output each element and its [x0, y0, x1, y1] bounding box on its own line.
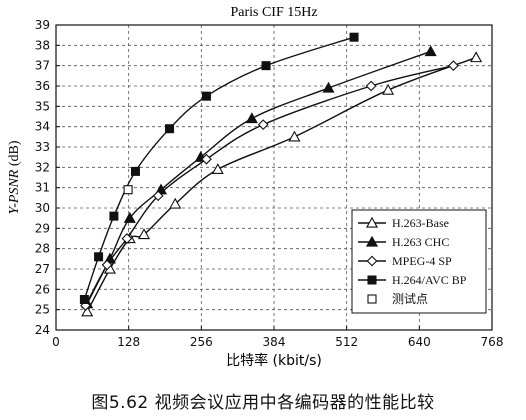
data-point	[165, 124, 175, 134]
legend: H.263-Base H.263 CHC MPEG-4 SP H.264/AVC BP…	[351, 209, 487, 314]
series-mpeg-4-sp	[80, 60, 459, 311]
y-tick-label: 35	[35, 99, 50, 113]
legend-marker	[366, 255, 378, 267]
data-point	[152, 190, 164, 202]
x-tick-label: 768	[481, 335, 504, 349]
x-tick-label: 0	[52, 335, 60, 349]
data-point	[470, 51, 483, 63]
data-point	[382, 83, 395, 95]
y-tick-label: 39	[35, 18, 50, 32]
data-point	[349, 32, 359, 42]
legend-label: H.263-Base	[392, 216, 449, 230]
chart: 0 128 256 384 512 640 768 24 25 26 27 28 29 30 31 32 33 3…	[7, 5, 504, 369]
y-tick-label: 24	[35, 323, 50, 337]
x-tick-label: 640	[408, 335, 431, 349]
data-point	[101, 259, 113, 271]
series-group	[79, 32, 483, 317]
data-point	[365, 80, 377, 92]
y-tick-label: 25	[35, 303, 50, 317]
data-point	[245, 112, 258, 124]
data-point	[109, 211, 119, 221]
data-point	[137, 228, 151, 240]
x-axis-label: 比特率 (kbit/s)	[226, 352, 322, 369]
legend-entry: MPEG-4 SP	[358, 254, 452, 268]
x-tick-label: 256	[190, 335, 213, 349]
data-point	[261, 61, 271, 71]
y-tick-label: 33	[35, 140, 50, 154]
data-point	[201, 91, 211, 101]
legend-label: 测试点	[392, 291, 428, 306]
data-point	[121, 233, 133, 244]
legend-marker	[367, 275, 377, 285]
series-h-263-base	[81, 51, 483, 317]
legend-label: H.264/AVC BP	[392, 273, 467, 287]
data-point	[448, 60, 459, 72]
y-tick-label: 29	[35, 221, 50, 235]
y-tick-label: 26	[35, 282, 50, 296]
y-tick-label: 36	[35, 79, 50, 93]
data-point	[79, 295, 89, 304]
y-axis-label-unit: (dB)	[7, 140, 22, 170]
legend-marker	[365, 235, 379, 247]
data-point	[80, 300, 91, 311]
data-point	[288, 130, 301, 142]
legend-label: H.263 CHC	[392, 235, 449, 249]
y-tick-label: 38	[35, 38, 50, 52]
data-point	[201, 153, 212, 165]
legend-entry: H.263-Base	[358, 216, 449, 230]
legend-label: MPEG-4 SP	[392, 254, 452, 268]
data-point	[81, 305, 94, 317]
data-point	[322, 81, 335, 93]
chart-title: Paris CIF 15Hz	[230, 5, 317, 20]
axis-ticks: 0 128 256 384 512 640 768 24 25 26 27 28 29 30 31 32 33 3…	[35, 18, 504, 349]
y-tick-label: 32	[35, 160, 50, 174]
series-test-points	[123, 185, 133, 195]
data-point	[130, 166, 140, 176]
y-axis-label-quantity: Y-PSNR	[7, 169, 22, 214]
y-axis-label: Y-PSNR (dB)	[7, 140, 22, 214]
x-tick-label: 512	[335, 335, 358, 349]
legend-marker	[365, 216, 379, 228]
data-point	[211, 163, 224, 175]
y-tick-label: 28	[35, 242, 50, 256]
legend-marker	[367, 294, 377, 304]
y-tick-label: 31	[35, 181, 50, 195]
y-tick-label: 27	[35, 262, 50, 276]
series-line	[86, 56, 477, 313]
legend-entry: 测试点	[367, 291, 428, 306]
grid	[56, 25, 492, 330]
data-point	[94, 252, 104, 262]
legend-entry: H.264/AVC BP	[358, 273, 467, 287]
y-tick-label: 34	[35, 120, 50, 134]
x-tick-label: 128	[117, 335, 140, 349]
data-point	[123, 211, 136, 223]
y-tick-label: 30	[35, 201, 50, 215]
y-tick-label: 37	[35, 59, 50, 73]
series-h-264-avc-bp	[79, 32, 359, 304]
data-point	[424, 45, 437, 57]
x-tick-label: 384	[263, 335, 286, 349]
legend-entry: H.263 CHC	[358, 235, 449, 249]
test-point	[123, 185, 133, 195]
figure-caption: 图5.62 视频会议应用中各编码器的性能比较	[91, 393, 435, 413]
data-point	[169, 197, 182, 209]
data-point	[257, 119, 269, 131]
